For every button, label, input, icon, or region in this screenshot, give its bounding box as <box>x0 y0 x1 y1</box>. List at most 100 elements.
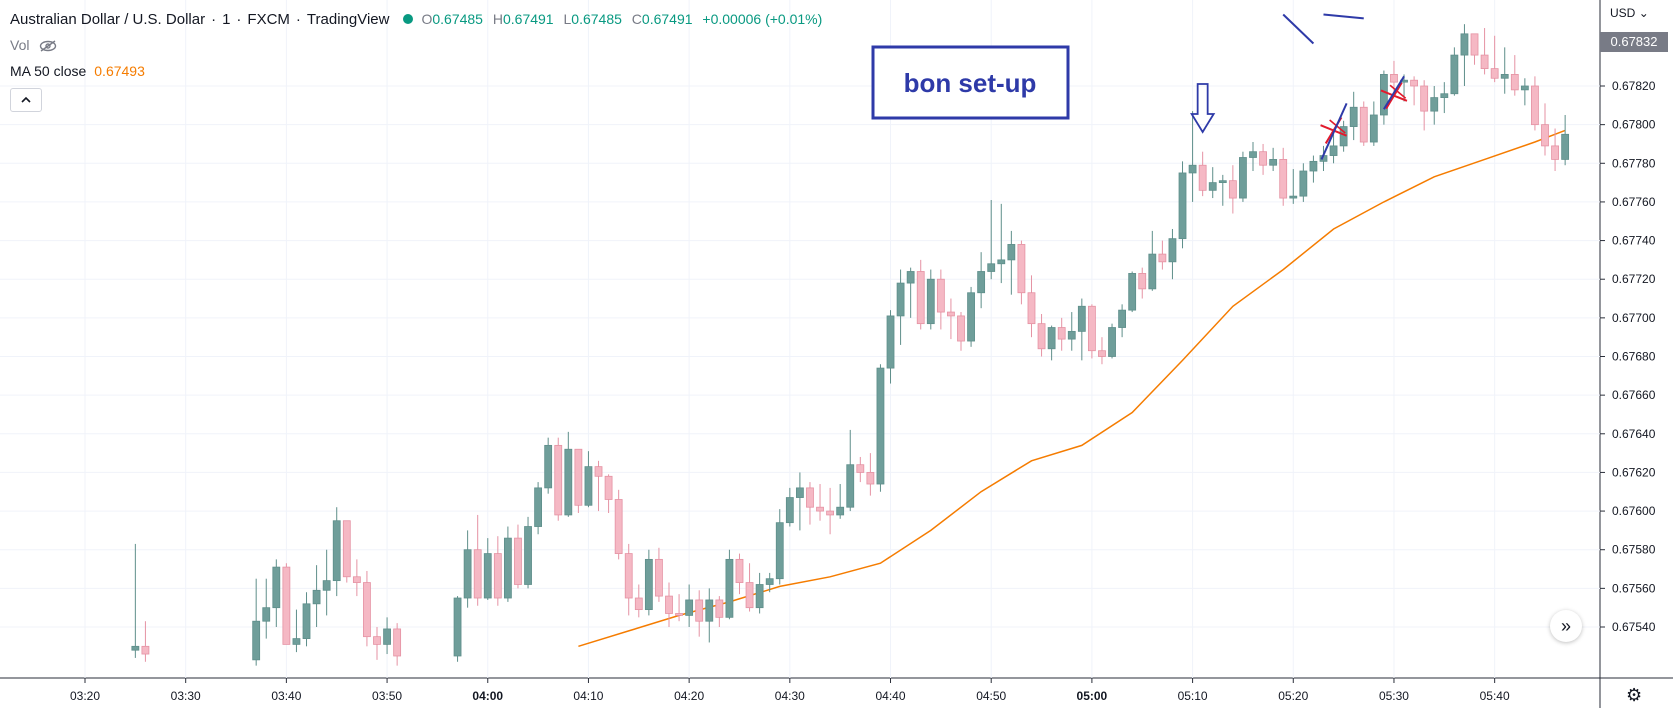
candle-up <box>1128 271 1137 313</box>
candle-body <box>1551 145 1559 160</box>
candle-body <box>634 597 643 611</box>
candle-body <box>1148 253 1157 290</box>
x-tick-label: 03:50 <box>372 689 402 703</box>
candle-body <box>1299 170 1308 197</box>
candle-up <box>1450 47 1459 96</box>
candle-up <box>1440 82 1449 114</box>
y-tick-label: 0.67820 <box>1612 79 1656 93</box>
symbol-name[interactable]: Australian Dollar / U.S. Dollar <box>10 10 206 28</box>
candle-down <box>624 543 633 616</box>
candle-down <box>1138 267 1147 299</box>
candle-body <box>1460 33 1469 56</box>
y-tick-label: 0.67620 <box>1612 465 1656 479</box>
collapse-legend-button[interactable] <box>10 88 42 112</box>
data-source: TradingView <box>306 10 390 28</box>
candle-down <box>282 563 291 645</box>
candle-down <box>735 553 744 595</box>
candle-up <box>967 286 975 347</box>
candle-body <box>1198 164 1207 191</box>
candle-up <box>1309 155 1318 183</box>
y-tick-label: 0.67780 <box>1612 156 1656 170</box>
candle-up <box>775 509 784 585</box>
candle-up <box>453 596 462 662</box>
candle-up <box>1148 230 1157 291</box>
candle-body <box>795 487 804 498</box>
candle-up <box>906 267 915 318</box>
candle-body <box>312 589 321 605</box>
candle-up <box>1168 228 1177 280</box>
candle-body <box>826 510 835 516</box>
candle-down <box>614 489 623 560</box>
candle-body <box>1138 273 1147 290</box>
candle-up <box>1430 86 1439 125</box>
candle-down <box>514 524 522 589</box>
symbol-row[interactable]: Australian Dollar / U.S. Dollar · 1 · FX… <box>10 6 834 32</box>
candle-down <box>1490 35 1499 83</box>
candle-up <box>1299 163 1308 202</box>
candle-body <box>1561 133 1570 160</box>
price-axis[interactable]: 0.67540 0.67560 0.67580 0.67600 0.67620 0.676… <box>1600 79 1656 634</box>
volume-indicator-row[interactable]: Vol <box>10 32 834 58</box>
candle-up <box>1208 167 1217 199</box>
candle-body <box>272 566 281 609</box>
candle-body <box>292 638 301 645</box>
candle-down <box>141 621 150 662</box>
candle-up <box>886 310 895 384</box>
candle-up <box>1218 174 1227 206</box>
candle-body <box>1158 253 1167 263</box>
candle-up <box>1500 47 1509 94</box>
separator: · <box>295 10 301 28</box>
eye-hidden-icon[interactable] <box>39 39 57 52</box>
candle-body <box>342 520 351 578</box>
candle-down <box>866 453 875 496</box>
candle-down <box>826 487 835 535</box>
candle-body <box>1047 327 1056 350</box>
annotations-layer: bon set-up <box>871 13 1408 160</box>
candle-body <box>564 448 573 516</box>
candle-body <box>473 549 482 599</box>
y-tick-label: 0.67700 <box>1612 311 1656 325</box>
y-tick-label: 0.67760 <box>1612 195 1656 209</box>
candle-body <box>1349 106 1358 127</box>
chart-legend: Australian Dollar / U.S. Dollar · 1 · FX… <box>10 6 834 84</box>
candle-up <box>524 516 532 589</box>
candle-body <box>453 597 462 657</box>
ma-indicator-row[interactable]: MA 50 close 0.67493 <box>10 58 834 84</box>
candle-down <box>1541 103 1549 156</box>
candle-body <box>1067 330 1076 340</box>
candle-body <box>1531 85 1539 126</box>
candle-body <box>866 472 875 485</box>
candle-body <box>1218 180 1227 184</box>
candle-down <box>1158 240 1167 270</box>
candle-body <box>655 558 663 597</box>
candle-up <box>876 364 885 492</box>
candle-body <box>1289 195 1298 199</box>
candle-body <box>916 271 925 325</box>
candle-body <box>322 580 331 591</box>
currency-label: USD <box>1610 6 1636 20</box>
candle-body <box>1369 114 1378 143</box>
candle-body <box>1309 160 1318 172</box>
candle-down <box>1198 151 1207 197</box>
candle-up <box>926 269 935 330</box>
candle-up <box>685 584 694 627</box>
interval[interactable]: 1 <box>222 10 231 28</box>
candle-body <box>977 271 986 294</box>
x-tick-label: 05:00 <box>1077 689 1108 703</box>
candle-up <box>1269 147 1278 172</box>
candle-down <box>1279 147 1288 206</box>
candle-body <box>483 553 492 599</box>
currency-selector[interactable]: USD ⌄ <box>1610 6 1649 20</box>
candle-up <box>765 572 774 593</box>
time-axis[interactable]: 03:20 03:30 03:40 03:50 04:00 04:10 04:20 04:30… <box>70 678 1510 703</box>
scroll-to-realtime-button[interactable]: » <box>1550 610 1582 642</box>
candle-up <box>272 559 281 627</box>
y-tick-label: 0.67560 <box>1612 581 1656 595</box>
candle-body <box>282 566 291 645</box>
candle-down <box>1359 101 1368 146</box>
gear-icon[interactable]: ⚙ <box>1626 685 1643 705</box>
candle-body <box>1450 54 1459 95</box>
y-tick-label: 0.67640 <box>1612 427 1656 441</box>
candle-up <box>1561 114 1570 166</box>
